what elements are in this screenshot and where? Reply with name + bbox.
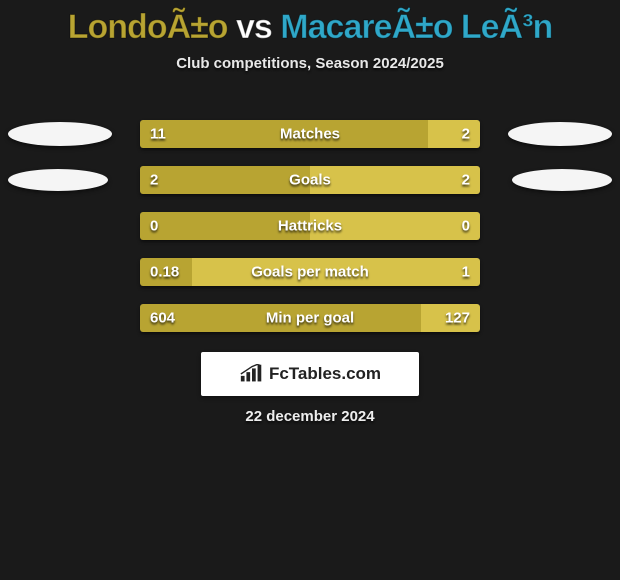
stat-row: 11 2 Matches: [0, 120, 620, 148]
stat-row: 604 127 Min per goal: [0, 304, 620, 332]
bar-right: [428, 120, 480, 148]
value-left: 604: [150, 310, 175, 327]
value-right: 0: [462, 218, 470, 235]
value-right: 2: [462, 126, 470, 143]
bar-chart-icon: [239, 364, 265, 384]
bar-left: [140, 166, 310, 194]
comparison-chart: 11 2 Matches 2 2 Goals 0 0 Hattricks 0.18 1 Goals p…: [0, 120, 620, 350]
player-left-marker: [8, 122, 112, 146]
value-right: 127: [445, 310, 470, 327]
page-title: LondoÃ±o vs MacareÃ±o LeÃ³n: [0, 0, 620, 47]
title-part: LondoÃ±o: [68, 8, 228, 46]
stat-bar: 0 0 Hattricks: [140, 212, 480, 240]
stat-bar: 11 2 Matches: [140, 120, 480, 148]
stat-row: 0 0 Hattricks: [0, 212, 620, 240]
metric-label: Hattricks: [278, 218, 342, 235]
fctables-link[interactable]: FcTables.com: [201, 352, 419, 396]
date-line: 22 december 2024: [0, 408, 620, 425]
player-right-marker: [508, 122, 612, 146]
title-part: vs: [228, 8, 281, 46]
stat-bar: 2 2 Goals: [140, 166, 480, 194]
subtitle: Club competitions, Season 2024/2025: [0, 55, 620, 72]
player-right-marker: [512, 169, 612, 191]
metric-label: Goals: [289, 172, 331, 189]
metric-label: Min per goal: [266, 310, 354, 327]
brand-text: FcTables.com: [269, 364, 381, 384]
metric-label: Matches: [280, 126, 340, 143]
metric-label: Goals per match: [251, 264, 369, 281]
value-right: 2: [462, 172, 470, 189]
value-left: 0.18: [150, 264, 179, 281]
stat-row: 2 2 Goals: [0, 166, 620, 194]
bar-right: [310, 166, 480, 194]
stat-row: 0.18 1 Goals per match: [0, 258, 620, 286]
value-left: 11: [150, 126, 166, 143]
value-right: 1: [462, 264, 470, 281]
player-left-marker: [8, 169, 108, 191]
title-part: MacareÃ±o LeÃ³n: [280, 8, 552, 46]
stat-bar: 0.18 1 Goals per match: [140, 258, 480, 286]
value-left: 2: [150, 172, 158, 189]
stat-bar: 604 127 Min per goal: [140, 304, 480, 332]
value-left: 0: [150, 218, 158, 235]
